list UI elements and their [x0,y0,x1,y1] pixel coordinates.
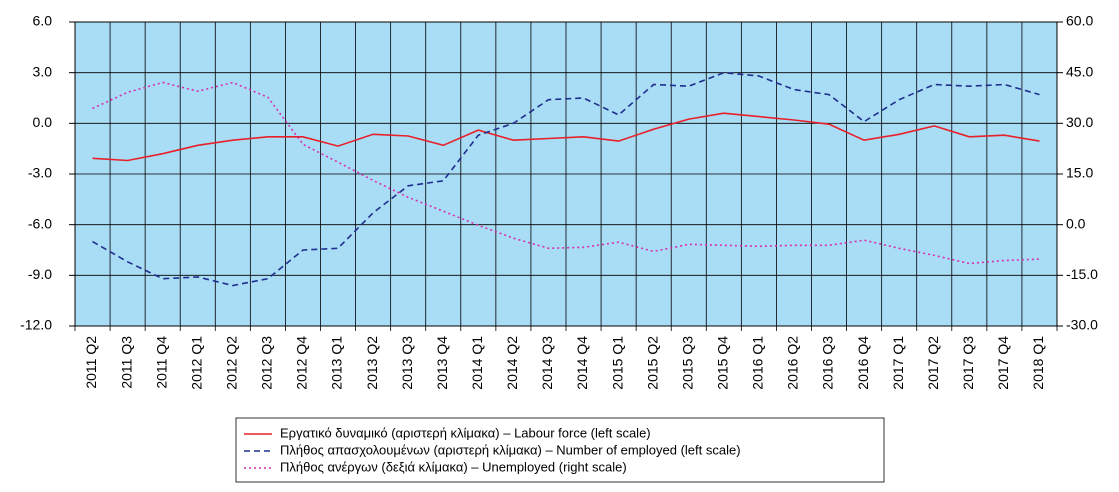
y-tick-label: 3.0 [33,63,53,79]
series-line [92,71,1040,287]
y-tick-label: -9.0 [28,266,52,282]
x-tick-label: 2015 Q1 [609,336,625,390]
y-tick-label: -6.0 [28,215,52,231]
y-tick-label: -12.0 [20,317,52,333]
y-tick-label: -3.0 [28,165,52,181]
x-tick-label: 2016 Q4 [855,336,871,390]
series-line [92,81,1040,265]
x-tick-label: 2015 Q3 [679,336,695,390]
y-tick-label: 6.0 [33,13,53,29]
x-tick-label: 2016 Q1 [750,336,766,390]
x-tick-label: 2014 Q1 [469,336,485,390]
x-tick-label: 2012 Q2 [224,336,240,390]
y2-tick-label: 0.0 [1066,215,1086,231]
legend-label: Πλήθος απασχολουμένων (αριστερή κλίμακα)… [280,442,741,457]
x-tick-label: 2011 Q4 [153,336,169,389]
y2-tick-label: 30.0 [1066,114,1093,130]
x-tick-label: 2013 Q4 [434,336,450,390]
y2-tick-label: -15.0 [1066,266,1098,282]
x-tick-label: 2012 Q3 [259,336,275,390]
x-tick-label: 2012 Q1 [188,336,204,390]
x-tick-label: 2014 Q3 [539,336,555,390]
x-tick-label: 2015 Q4 [715,336,731,390]
legend-label: Εργατικό δυναμικό (αριστερή κλίμακα) – L… [280,425,651,440]
x-tick-label: 2014 Q4 [574,336,590,390]
series-line [92,112,1040,162]
y2-tick-label: 15.0 [1066,165,1093,181]
x-tick-label: 2014 Q2 [504,336,520,390]
x-tick-label: 2015 Q2 [644,336,660,390]
y2-tick-label: 45.0 [1066,63,1093,79]
x-tick-label: 2016 Q2 [785,336,801,390]
legend-box [235,417,885,483]
x-tick-label: 2013 Q1 [329,336,345,390]
y2-tick-label: -30.0 [1066,317,1098,333]
legend: Εργατικό δυναμικό (αριστερή κλίμακα) – L… [244,425,741,474]
x-tick-label: 2011 Q3 [118,336,134,389]
x-tick-label: 2013 Q3 [399,336,415,390]
x-tick-label: 2017 Q4 [995,336,1011,390]
x-tick-label: 2017 Q1 [890,336,906,390]
x-tick-label: 2012 Q4 [294,336,310,390]
x-tick-label: 2018 Q1 [1030,336,1046,390]
y-tick-label: 0.0 [33,114,53,130]
x-tick-label: 2016 Q3 [820,336,836,390]
legend-label: Πλήθος ανέργων (δεξιά κλίμακα) – Unemplo… [280,459,627,474]
y2-tick-label: 60.0 [1066,13,1093,29]
x-tick-label: 2013 Q2 [364,336,380,390]
x-tick-label: 2011 Q2 [83,336,99,389]
x-tick-label: 2017 Q2 [925,336,941,390]
x-tick-label: 2017 Q3 [960,336,976,390]
